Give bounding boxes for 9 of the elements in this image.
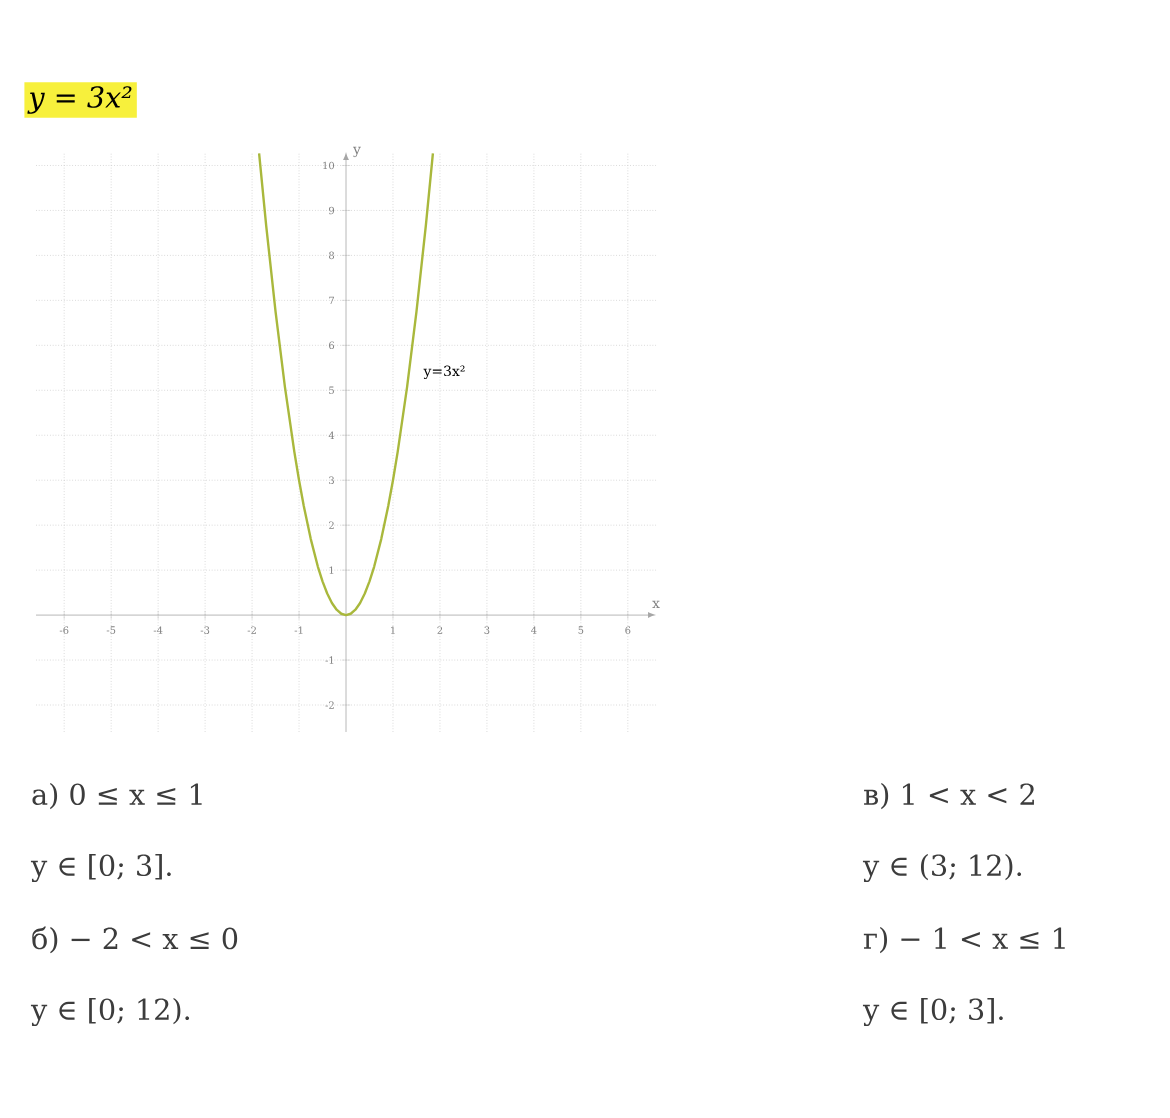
text: y ∈ [0; 3]. (30, 853, 171, 883)
text: в) 1 < x < 2 (864, 782, 1034, 810)
text: б) − 2 < x ≤ 0 (32, 926, 238, 954)
text: y ∈ [0; 12). (30, 997, 190, 1027)
chart-title: y = 3x² (27, 86, 132, 114)
text: y ∈ (3; 12). (862, 853, 1022, 883)
text: а) 0 ≤ x ≤ 1 (32, 782, 202, 810)
text: y ∈ [0; 3]. (862, 997, 1003, 1027)
text: г) − 1 < x ≤ 1 (863, 926, 1065, 954)
